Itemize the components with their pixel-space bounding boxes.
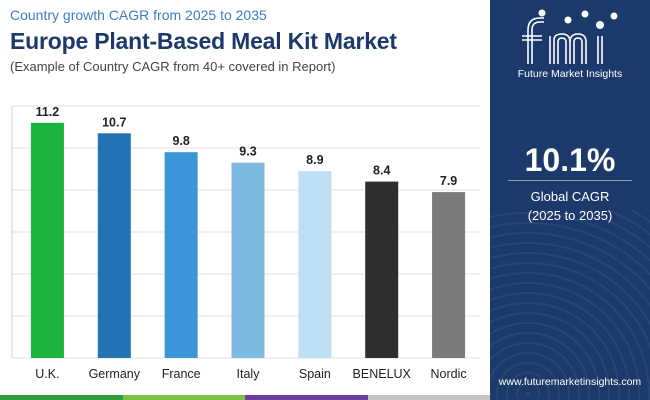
x-tick-label: Nordic bbox=[431, 367, 467, 381]
chart-subtitle: Country growth CAGR from 2025 to 2035 bbox=[10, 7, 267, 23]
bar-value-label: 9.3 bbox=[239, 145, 256, 159]
bar-value-label: 7.9 bbox=[440, 174, 457, 188]
bar-value-label: 8.9 bbox=[306, 153, 323, 167]
global-cagr-label-line2: (2025 to 2035) bbox=[527, 208, 613, 223]
bar-value-label: 10.7 bbox=[102, 115, 126, 129]
bar-france bbox=[164, 152, 198, 358]
logo-text: Future Market Insights bbox=[517, 68, 623, 80]
bar-value-label: 9.8 bbox=[172, 134, 189, 148]
x-tick-label: U.K. bbox=[35, 367, 59, 381]
bar-spain bbox=[298, 171, 332, 358]
bar-chart: 11.2 U.K. 10.7 Germany 9.8 France 9.3 Italy 8.9 S… bbox=[0, 100, 490, 400]
bar-chart-svg: 11.2 U.K. 10.7 Germany 9.8 France 9.3 Italy 8.9 S… bbox=[11, 105, 480, 381]
logo-dot-icon bbox=[538, 9, 546, 17]
chart-note: (Example of Country CAGR from 40+ covere… bbox=[10, 59, 336, 74]
chart-header: Country growth CAGR from 2025 to 2035 Eu… bbox=[10, 6, 480, 76]
x-tick-label: Italy bbox=[237, 367, 261, 381]
bottom-bar-segment bbox=[0, 395, 123, 400]
bar-italy bbox=[231, 162, 265, 358]
bottom-color-bar bbox=[0, 395, 490, 400]
x-tick-label: France bbox=[162, 367, 201, 381]
bottom-bar-segment bbox=[122, 395, 245, 400]
website-link[interactable]: www.futuremarketinsights.com bbox=[498, 376, 642, 388]
bar-value-label: 8.4 bbox=[373, 164, 390, 178]
bar-nordic bbox=[432, 192, 466, 358]
bottom-bar-segment bbox=[245, 395, 368, 400]
bar-benelux bbox=[365, 181, 399, 358]
side-panel: Future Market Insights 10.1% Global CAGR… bbox=[490, 0, 650, 400]
bar-germany bbox=[97, 133, 131, 358]
x-tick-label: BENELUX bbox=[353, 367, 412, 381]
bottom-bar-segment bbox=[367, 395, 490, 400]
global-cagr-label: Global CAGR (2025 to 2035) bbox=[490, 187, 650, 225]
x-tick-label: Germany bbox=[89, 367, 141, 381]
panel-divider bbox=[508, 180, 632, 181]
global-cagr-value: 10.1% bbox=[524, 142, 616, 178]
x-tick-label: Spain bbox=[299, 367, 331, 381]
bar-value-label: 11.2 bbox=[36, 105, 60, 119]
fmi-logo-icon bbox=[522, 9, 618, 64]
global-cagr-label-line1: Global CAGR bbox=[530, 189, 610, 204]
chart-title: Europe Plant-Based Meal Kit Market bbox=[10, 28, 397, 54]
bar-uk bbox=[30, 122, 64, 358]
